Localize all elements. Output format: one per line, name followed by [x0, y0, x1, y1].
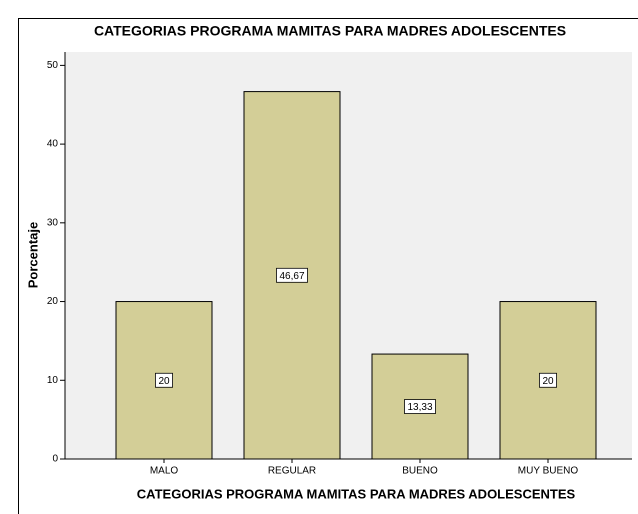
value-label: 20 — [542, 376, 554, 387]
x-tick-label: REGULAR — [268, 466, 316, 477]
value-label: 46,67 — [279, 271, 304, 282]
y-tick-label: 0 — [52, 454, 58, 465]
value-label-box — [404, 399, 436, 414]
value-label-box — [276, 267, 308, 283]
value-label: 20 — [158, 376, 170, 387]
y-tick-label: 10 — [47, 375, 59, 386]
value-label-box — [539, 372, 557, 388]
value-label-box — [155, 372, 173, 388]
y-tick-label: 20 — [47, 296, 59, 307]
x-axis-label: CATEGORIAS PROGRAMA MAMITAS PARA MADRES … — [137, 486, 576, 501]
y-tick-label: 40 — [47, 139, 59, 150]
y-tick-label: 30 — [47, 217, 59, 228]
x-tick-label: MUY BUENO — [518, 466, 579, 477]
chart-title: CATEGORIAS PROGRAMA MAMITAS PARA MADRES … — [94, 23, 566, 39]
x-tick-label: BUENO — [402, 466, 438, 477]
y-axis-label: Porcentaje — [25, 222, 40, 288]
x-tick-label: MALO — [150, 466, 179, 477]
y-tick-label: 50 — [47, 60, 59, 71]
value-label: 13,33 — [407, 402, 432, 413]
